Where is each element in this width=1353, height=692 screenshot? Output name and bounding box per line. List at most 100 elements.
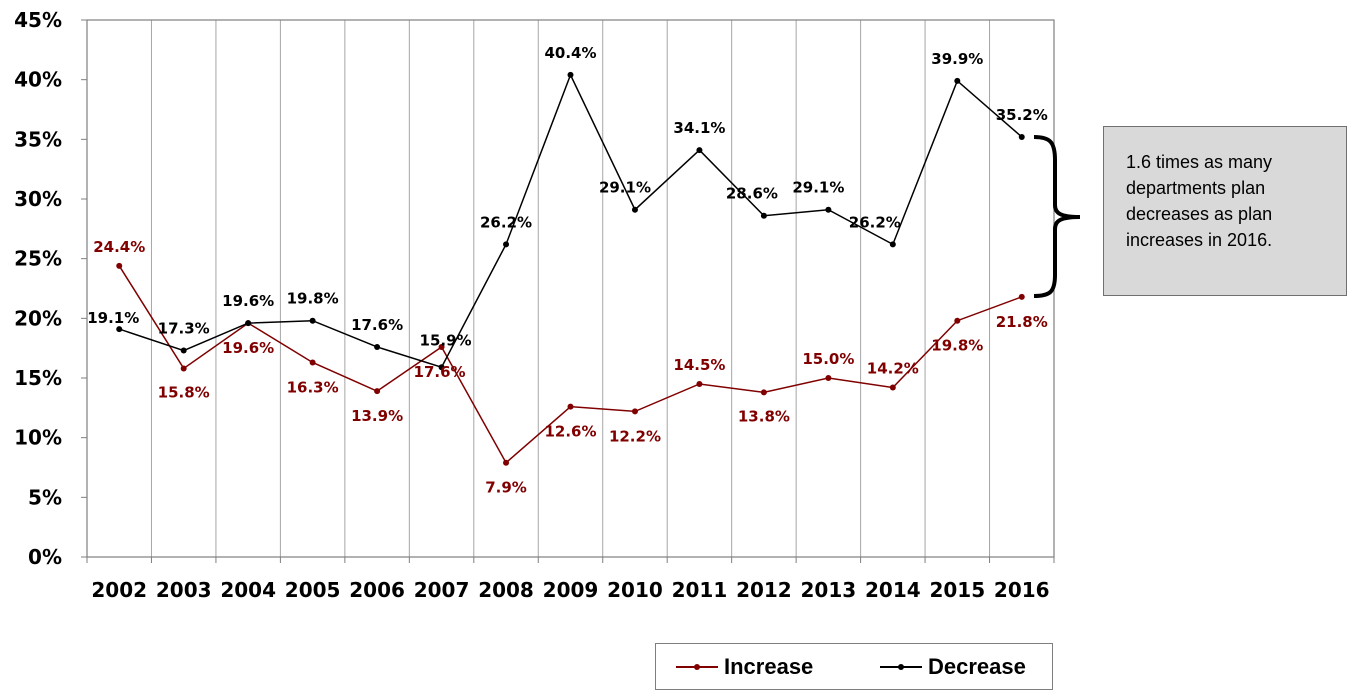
- data-label-increase: 21.8%: [996, 313, 1048, 331]
- decrease-swatch-icon: [880, 663, 922, 670]
- data-label-increase: 7.9%: [485, 479, 527, 497]
- increase-swatch-icon: [676, 663, 718, 670]
- data-point-decrease: [760, 212, 767, 219]
- data-point-decrease: [374, 343, 381, 350]
- data-point-decrease: [116, 326, 123, 333]
- data-point-increase: [309, 359, 316, 366]
- data-point-decrease: [245, 320, 252, 327]
- data-label-decrease: 19.6%: [222, 292, 274, 310]
- y-tick-label: 20%: [14, 306, 62, 330]
- data-point-increase: [116, 262, 123, 269]
- x-axis-ticks: 2002 2003 2004 2005 2006 2007 2008 2009 2010 2011…: [86, 557, 1055, 602]
- y-tick-label: 10%: [14, 426, 62, 450]
- data-label-increase: 12.2%: [609, 427, 661, 445]
- x-tick-label: 2007: [414, 578, 470, 602]
- y-tick-label: 5%: [28, 485, 62, 509]
- x-tick-label: 2005: [285, 578, 341, 602]
- data-point-increase: [760, 389, 767, 396]
- x-tick-label: 2015: [929, 578, 985, 602]
- legend-label-decrease: Decrease: [928, 653, 1026, 679]
- data-label-increase: 15.8%: [158, 383, 210, 401]
- x-tick-label: 2016: [994, 578, 1050, 602]
- data-label-increase: 17.6%: [414, 363, 466, 381]
- data-point-decrease: [696, 147, 703, 154]
- data-label-increase: 19.8%: [931, 337, 983, 355]
- data-point-decrease: [631, 206, 638, 213]
- y-tick-label: 0%: [28, 545, 62, 569]
- data-point-decrease: [438, 364, 445, 371]
- x-tick-label: 2013: [801, 578, 857, 602]
- data-label-decrease: 34.1%: [673, 119, 725, 137]
- y-tick-label: 40%: [14, 68, 62, 92]
- data-label-decrease: 40.4%: [544, 44, 596, 62]
- data-point-increase: [631, 408, 638, 415]
- data-point-increase: [503, 459, 510, 466]
- data-label-increase: 14.2%: [867, 360, 919, 378]
- data-label-increase: 13.9%: [351, 407, 403, 425]
- data-label-decrease: 17.6%: [351, 316, 403, 334]
- data-point-decrease: [503, 241, 510, 248]
- data-label-decrease: 26.2%: [480, 213, 532, 231]
- x-tick-label: 2010: [607, 578, 663, 602]
- axes: [86, 19, 1055, 558]
- data-point-increase: [567, 403, 574, 410]
- data-label-increase: 19.6%: [222, 339, 274, 357]
- y-tick-label: 25%: [14, 247, 62, 271]
- data-label-increase: 15.0%: [802, 350, 854, 368]
- x-tick-label: 2003: [156, 578, 212, 602]
- data-label-decrease: 15.9%: [420, 331, 472, 349]
- x-tick-label: 2011: [672, 578, 728, 602]
- legend-item-decrease: Decrease: [878, 644, 1026, 689]
- data-point-increase: [180, 365, 187, 372]
- data-point-increase: [438, 343, 445, 350]
- data-label-decrease: 39.9%: [931, 50, 983, 68]
- data-label-decrease: 19.1%: [87, 309, 139, 327]
- data-label-decrease: 19.8%: [287, 290, 339, 308]
- plot-frame: [86, 19, 1055, 558]
- data-label-increase: 16.3%: [287, 378, 339, 396]
- data-label-decrease: 29.1%: [599, 179, 651, 197]
- data-point-increase: [696, 380, 703, 387]
- gridlines: [150, 20, 991, 557]
- x-tick-label: 2014: [865, 578, 921, 602]
- y-tick-label: 45%: [14, 8, 62, 32]
- legend-item-increase: Increase: [674, 644, 813, 689]
- annotation-callout: 1.6 times as many departments plan decre…: [1103, 126, 1347, 296]
- data-label-increase: 13.8%: [738, 407, 790, 425]
- data-point-decrease: [954, 77, 961, 84]
- legend-label-increase: Increase: [724, 653, 814, 679]
- data-point-decrease: [1018, 133, 1025, 140]
- data-label-increase: 12.6%: [544, 423, 596, 441]
- data-point-decrease: [567, 71, 574, 78]
- data-point-increase: [954, 317, 961, 324]
- data-point-increase: [1018, 293, 1025, 300]
- data-point-increase: [889, 384, 896, 391]
- data-point-decrease: [180, 347, 187, 354]
- y-tick-label: 35%: [14, 127, 62, 151]
- x-tick-label: 2004: [220, 578, 276, 602]
- data-label-decrease: 17.3%: [158, 320, 210, 338]
- data-labels: 24.4% 15.8% 19.6% 16.3% 13.9% 17.6% 7.9% 12.6% 1…: [87, 44, 1048, 497]
- data-label-decrease: 35.2%: [996, 106, 1048, 124]
- x-tick-label: 2012: [736, 578, 792, 602]
- legend: Increase Decrease: [655, 643, 1053, 690]
- data-label-increase: 14.5%: [673, 356, 725, 374]
- series: [116, 71, 1025, 466]
- data-label-decrease: 28.6%: [726, 185, 778, 203]
- data-label-decrease: 29.1%: [792, 179, 844, 197]
- x-tick-label: 2002: [91, 578, 147, 602]
- y-axis-ticks: 0% 5% 10% 15% 20% 25% 30% 35% 40% 45%: [14, 8, 87, 569]
- x-tick-label: 2006: [349, 578, 405, 602]
- data-point-decrease: [825, 206, 832, 213]
- data-point-increase: [825, 375, 832, 381]
- data-label-decrease: 26.2%: [849, 213, 901, 231]
- y-tick-label: 30%: [14, 187, 62, 211]
- x-tick-label: 2009: [543, 578, 599, 602]
- y-tick-label: 15%: [14, 366, 62, 390]
- data-point-decrease: [889, 241, 896, 248]
- bracket: [1033, 135, 1081, 298]
- data-label-increase: 24.4%: [93, 238, 145, 256]
- data-point-decrease: [309, 317, 316, 324]
- data-point-increase: [374, 388, 381, 395]
